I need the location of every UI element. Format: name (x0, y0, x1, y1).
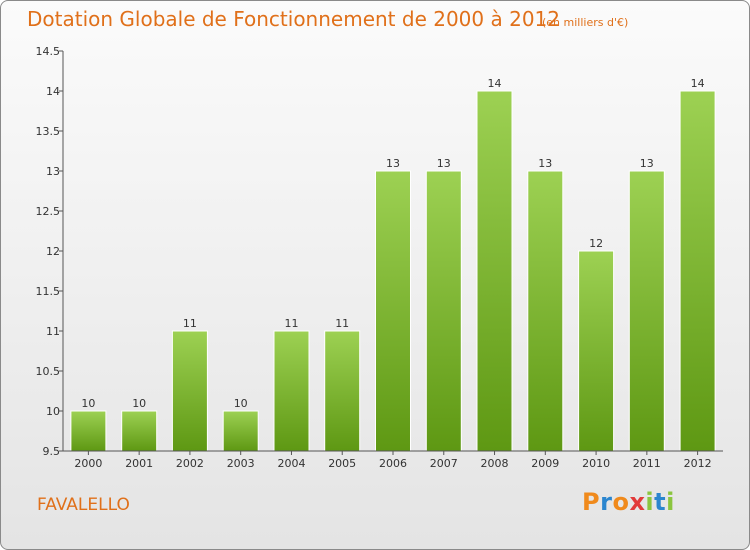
bars (70, 90, 716, 452)
data-label: 13 (640, 157, 654, 170)
logo-letter: o (612, 488, 630, 516)
bar-2003 (222, 410, 259, 452)
data-label: 10 (234, 397, 248, 410)
proxiti-logo[interactable]: Proxiti (582, 488, 675, 516)
logo-letter: i (645, 488, 655, 516)
x-tick-label: 2008 (481, 457, 509, 470)
logo-letter: r (600, 488, 613, 516)
data-label: 13 (386, 157, 400, 170)
x-tick-label: 2011 (633, 457, 661, 470)
data-label: 11 (183, 317, 197, 330)
x-tick-label: 2000 (74, 457, 102, 470)
y-tick-label: 10.5 (36, 365, 61, 378)
y-tick-label: 11.5 (36, 285, 61, 298)
y-tick-label: 10 (46, 405, 60, 418)
y-tick-label: 14 (46, 85, 60, 98)
y-tick-label: 12.5 (36, 205, 61, 218)
bar-2011 (628, 170, 665, 452)
bar-2006 (375, 170, 411, 452)
axes: 9.5 10 10.5 11 11.5 12 12.5 13 13.5 14 14.5 2000 200… (36, 45, 723, 470)
x-tick-label: 2012 (684, 457, 712, 470)
commune-name: FAVALELLO (37, 495, 130, 515)
x-tick-label: 2006 (379, 457, 407, 470)
data-label: 12 (589, 237, 603, 250)
x-tick-label: 2007 (430, 457, 458, 470)
x-tick-label: 2005 (328, 457, 356, 470)
bar-2007 (425, 170, 462, 452)
data-label: 11 (335, 317, 349, 330)
data-label: 13 (437, 157, 451, 170)
logo-letter: t (654, 488, 667, 516)
y-tick-label: 12 (46, 245, 60, 258)
x-tick-label: 2004 (278, 457, 306, 470)
bar-2008 (476, 90, 513, 452)
chart-title: Dotation Globale de Fonctionnement de 20… (27, 7, 560, 31)
data-label: 14 (488, 77, 502, 90)
y-tick-label: 9.5 (43, 445, 61, 458)
bar-2002 (171, 330, 208, 452)
bar-2005 (324, 330, 361, 452)
y-tick-label: 13 (46, 165, 60, 178)
y-tick-label: 11 (46, 325, 60, 338)
x-tick-label: 2001 (125, 457, 153, 470)
bar-2010 (578, 250, 615, 452)
data-label: 10 (81, 397, 95, 410)
logo-letter: x (629, 488, 646, 516)
x-tick-label: 2002 (176, 457, 204, 470)
bar-2009 (527, 170, 564, 452)
logo-letter: P (582, 488, 601, 516)
data-labels: 10 10 11 10 11 11 13 13 14 13 12 13 14 (81, 77, 704, 410)
logo-letter: i (666, 488, 675, 516)
y-tick-label: 14.5 (36, 45, 61, 58)
x-tick-label: 2010 (582, 457, 610, 470)
bar-2012 (679, 90, 716, 452)
x-tick-label: 2009 (531, 457, 559, 470)
bar-2004 (273, 330, 310, 452)
data-label: 11 (285, 317, 299, 330)
data-label: 14 (691, 77, 705, 90)
y-tick-label: 13.5 (36, 125, 61, 138)
data-label: 10 (132, 397, 146, 410)
bar-2001 (121, 410, 158, 452)
bar-2000 (70, 410, 107, 452)
data-label: 13 (538, 157, 552, 170)
chart-unit: (en milliers d'€) (542, 16, 629, 29)
x-tick-label: 2003 (227, 457, 255, 470)
